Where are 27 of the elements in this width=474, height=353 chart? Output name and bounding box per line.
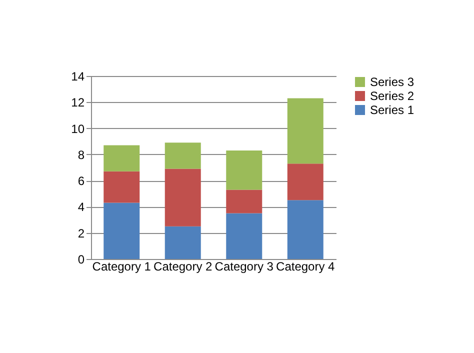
y-tick-label: 8	[78, 148, 85, 162]
bar	[104, 145, 140, 172]
bar	[164, 226, 201, 259]
bar	[164, 168, 201, 226]
bar	[287, 98, 324, 164]
x-tick-label: Category 4	[276, 260, 336, 274]
bar	[226, 190, 262, 214]
y-tick-label: 4	[78, 200, 85, 214]
legend-label: Series 1	[370, 103, 414, 117]
bar	[287, 200, 324, 259]
bar	[226, 213, 262, 259]
x-tick-label: Category 1	[92, 260, 152, 274]
bar	[104, 202, 140, 259]
y-tick-label: 2	[78, 226, 85, 240]
y-tick-label: 12	[71, 96, 85, 110]
bar	[164, 142, 201, 169]
bar	[287, 164, 324, 200]
legend-label: Series 3	[370, 75, 414, 89]
y-tick-label: 0	[78, 252, 85, 266]
x-tick-label: Category 3	[214, 260, 274, 274]
bar	[104, 171, 140, 203]
y-tick-label: 6	[78, 174, 85, 188]
bar	[226, 150, 262, 190]
x-tick-label: Category 2	[154, 260, 213, 274]
y-tick-label: 14	[71, 70, 85, 84]
legend-label: Series 2	[370, 89, 414, 103]
y-tick-label: 10	[71, 122, 85, 136]
